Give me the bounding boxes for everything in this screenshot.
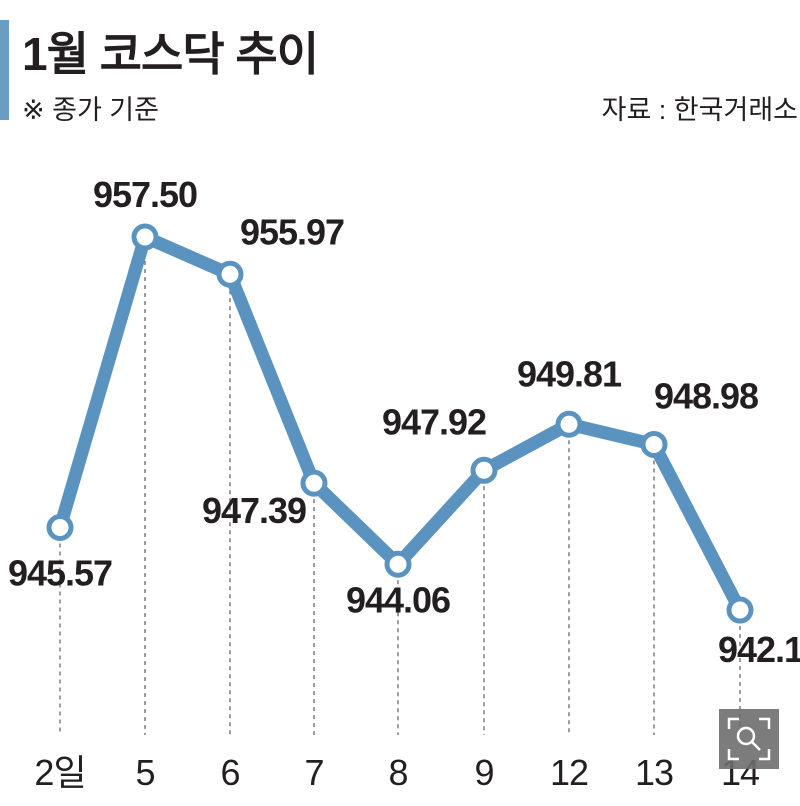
data-label: 947.39 [202, 490, 306, 531]
zoom-search-icon [727, 717, 771, 761]
data-point [300, 469, 328, 497]
chart-source: 자료 : 한국거래소 [601, 95, 798, 125]
data-point [640, 430, 668, 458]
x-tick-label: 6 [220, 752, 239, 793]
title-accent-bar [0, 20, 9, 120]
data-point [384, 550, 412, 578]
x-tick-label: 12 [550, 752, 588, 793]
data-label: 942.18 [718, 629, 800, 670]
image-zoom-button[interactable] [719, 709, 779, 769]
chart-title: 1월 코스닥 추이 [22, 28, 319, 80]
data-point [555, 410, 583, 438]
data-point [216, 260, 244, 288]
data-point [470, 456, 498, 484]
data-label: 955.97 [240, 211, 344, 252]
chart-note: ※ 종가 기준 [22, 95, 159, 125]
data-point [46, 513, 74, 541]
data-label: 947.92 [382, 401, 486, 442]
x-tick-label: 13 [635, 752, 673, 793]
x-tick-label: 2일 [34, 752, 85, 793]
x-tick-label: 7 [304, 752, 323, 793]
x-tick-label: 8 [388, 752, 407, 793]
data-label: 949.81 [517, 353, 622, 394]
data-point [726, 596, 754, 624]
data-label: 957.50 [93, 174, 197, 215]
x-tick-label: 5 [135, 752, 154, 793]
x-tick-label: 9 [474, 752, 493, 793]
data-label: 945.57 [8, 552, 112, 593]
data-point [131, 223, 159, 251]
data-label: 948.98 [654, 375, 758, 416]
data-label: 944.06 [346, 579, 450, 620]
